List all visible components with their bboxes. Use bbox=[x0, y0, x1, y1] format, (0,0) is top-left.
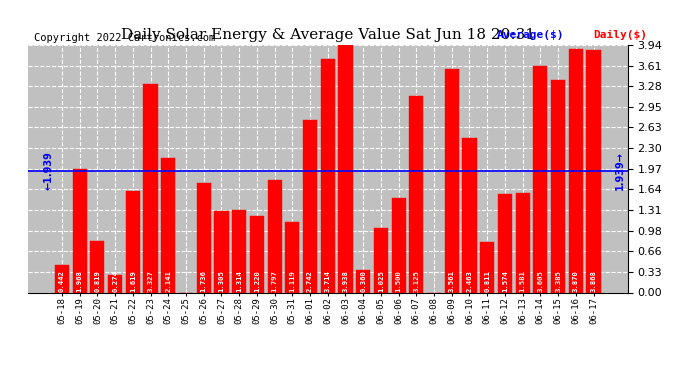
Bar bbox=[72, 169, 87, 292]
Text: 3.125: 3.125 bbox=[413, 270, 420, 292]
Bar bbox=[161, 158, 175, 292]
Bar bbox=[374, 228, 388, 292]
Text: 3.868: 3.868 bbox=[591, 270, 597, 292]
Bar bbox=[462, 138, 477, 292]
Text: 2.463: 2.463 bbox=[466, 270, 473, 292]
Text: 3.327: 3.327 bbox=[148, 270, 154, 292]
Bar bbox=[303, 120, 317, 292]
Text: 0.819: 0.819 bbox=[95, 270, 101, 292]
Text: ←1.939: ←1.939 bbox=[43, 151, 53, 190]
Bar bbox=[215, 210, 228, 292]
Text: 1.939→: 1.939→ bbox=[615, 151, 624, 190]
Text: 1.968: 1.968 bbox=[77, 270, 83, 292]
Text: 2.141: 2.141 bbox=[166, 270, 171, 292]
Text: 0.274: 0.274 bbox=[112, 270, 118, 292]
Bar bbox=[498, 194, 512, 292]
Bar bbox=[90, 241, 104, 292]
Text: 3.870: 3.870 bbox=[573, 270, 579, 292]
Bar bbox=[391, 198, 406, 292]
Title: Daily Solar Energy & Average Value Sat Jun 18 20:31: Daily Solar Energy & Average Value Sat J… bbox=[121, 28, 535, 42]
Text: 1.119: 1.119 bbox=[289, 270, 295, 292]
Text: Daily($): Daily($) bbox=[593, 30, 647, 40]
Text: 1.797: 1.797 bbox=[272, 270, 277, 292]
Text: 1.581: 1.581 bbox=[520, 270, 526, 292]
Bar bbox=[321, 59, 335, 292]
Text: 1.736: 1.736 bbox=[201, 270, 207, 292]
Text: 1.314: 1.314 bbox=[236, 270, 242, 292]
Bar bbox=[586, 50, 600, 292]
Bar bbox=[126, 191, 140, 292]
Text: 1.619: 1.619 bbox=[130, 270, 136, 292]
Bar bbox=[197, 183, 211, 292]
Bar bbox=[533, 66, 547, 292]
Bar bbox=[569, 50, 583, 292]
Bar bbox=[551, 80, 565, 292]
Text: 2.742: 2.742 bbox=[307, 270, 313, 292]
Bar bbox=[55, 265, 69, 292]
Bar bbox=[232, 210, 246, 292]
Bar bbox=[285, 222, 299, 292]
Bar bbox=[250, 216, 264, 292]
Bar bbox=[268, 180, 282, 292]
Bar bbox=[409, 96, 424, 292]
Bar bbox=[338, 45, 353, 292]
Text: Copyright 2022 Cartronics.com: Copyright 2022 Cartronics.com bbox=[34, 33, 215, 42]
Text: 1.025: 1.025 bbox=[378, 270, 384, 292]
Text: 0.442: 0.442 bbox=[59, 270, 65, 292]
Bar bbox=[108, 275, 122, 292]
Bar bbox=[144, 84, 157, 292]
Text: 3.714: 3.714 bbox=[325, 270, 331, 292]
Bar bbox=[356, 270, 371, 292]
Text: Average($): Average($) bbox=[497, 30, 564, 40]
Text: 1.500: 1.500 bbox=[395, 270, 402, 292]
Text: 1.220: 1.220 bbox=[254, 270, 260, 292]
Text: 3.561: 3.561 bbox=[448, 270, 455, 292]
Text: 1.574: 1.574 bbox=[502, 270, 508, 292]
Bar bbox=[515, 193, 530, 292]
Bar bbox=[444, 69, 459, 292]
Text: 3.938: 3.938 bbox=[342, 270, 348, 292]
Text: 0.811: 0.811 bbox=[484, 270, 490, 292]
Text: 1.305: 1.305 bbox=[219, 270, 224, 292]
Bar bbox=[480, 242, 494, 292]
Text: 3.385: 3.385 bbox=[555, 270, 561, 292]
Text: 3.605: 3.605 bbox=[538, 270, 543, 292]
Text: 0.360: 0.360 bbox=[360, 270, 366, 292]
